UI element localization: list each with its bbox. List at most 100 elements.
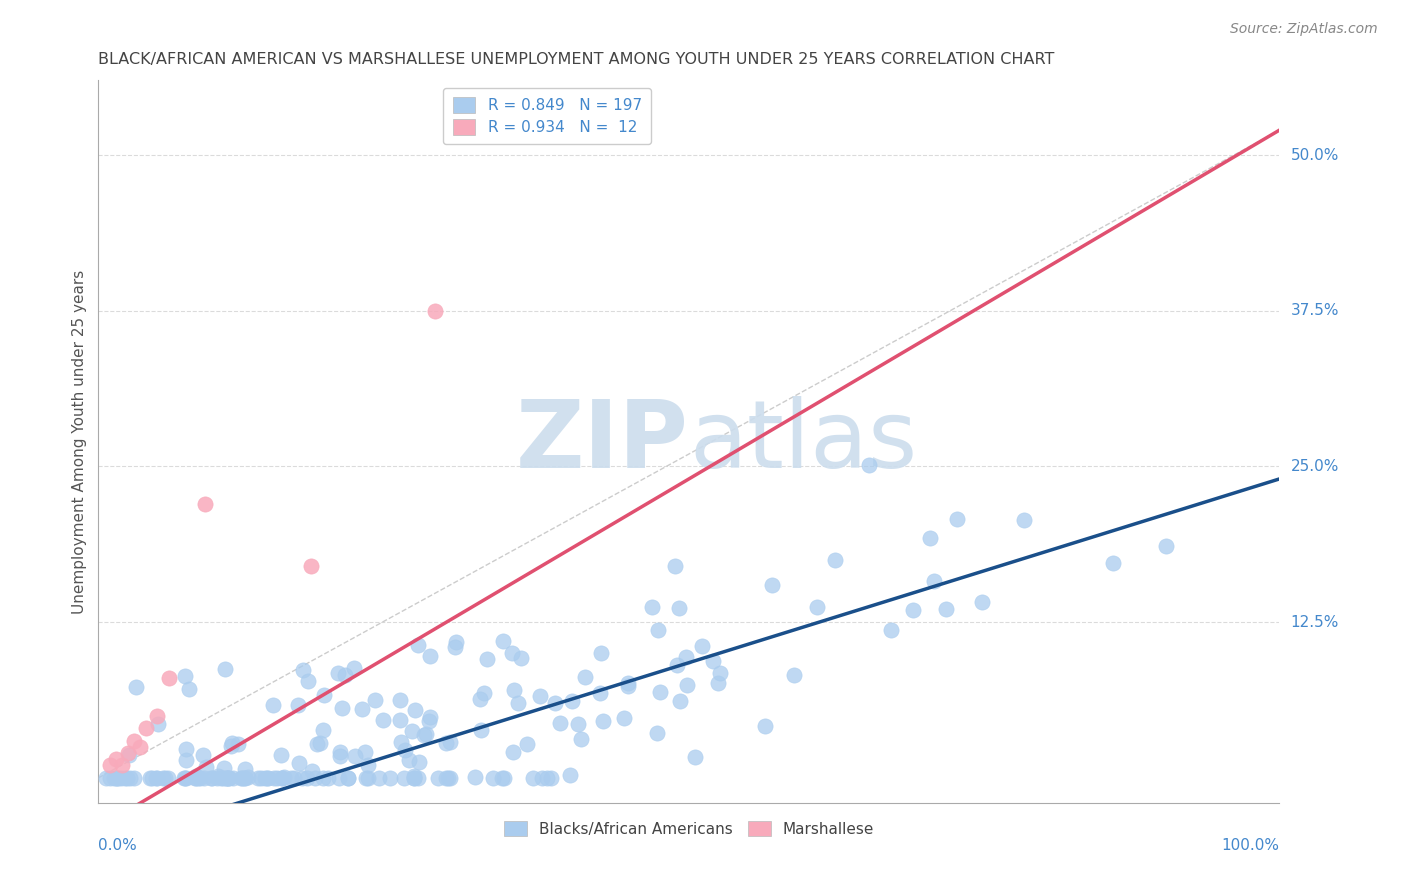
- Point: [312, 771, 335, 785]
- Point: [401, 724, 423, 739]
- Point: [193, 748, 215, 763]
- Point: [226, 737, 249, 751]
- Point: [105, 752, 128, 766]
- Point: [309, 736, 332, 750]
- Point: [806, 599, 828, 614]
- Point: [470, 723, 492, 738]
- Point: [389, 713, 412, 727]
- Point: [415, 727, 437, 741]
- Point: [558, 768, 581, 782]
- Point: [184, 770, 207, 784]
- Point: [364, 693, 387, 707]
- Point: [139, 771, 162, 785]
- Text: atlas: atlas: [689, 395, 917, 488]
- Point: [352, 702, 374, 716]
- Point: [110, 771, 132, 785]
- Point: [201, 771, 224, 785]
- Point: [491, 771, 513, 785]
- Point: [536, 771, 558, 785]
- Point: [233, 771, 256, 785]
- Point: [193, 771, 215, 785]
- Point: [648, 685, 671, 699]
- Point: [702, 654, 724, 668]
- Point: [337, 771, 360, 785]
- Point: [675, 678, 697, 692]
- Point: [218, 771, 240, 785]
- Point: [665, 658, 688, 673]
- Point: [394, 771, 416, 785]
- Point: [406, 638, 429, 652]
- Point: [280, 771, 302, 785]
- Point: [328, 771, 350, 785]
- Point: [103, 771, 125, 785]
- Point: [330, 701, 353, 715]
- Y-axis label: Unemployment Among Youth under 25 years: Unemployment Among Youth under 25 years: [72, 269, 87, 614]
- Point: [1154, 539, 1177, 553]
- Point: [122, 771, 145, 785]
- Point: [299, 559, 322, 574]
- Point: [413, 728, 436, 742]
- Point: [135, 721, 157, 735]
- Point: [439, 735, 461, 749]
- Point: [122, 733, 145, 747]
- Point: [114, 771, 136, 785]
- Point: [419, 649, 441, 664]
- Point: [215, 771, 238, 785]
- Point: [367, 771, 389, 785]
- Point: [174, 741, 197, 756]
- Text: BLACK/AFRICAN AMERICAN VS MARSHALLESE UNEMPLOYMENT AMONG YOUTH UNDER 25 YEARS CO: BLACK/AFRICAN AMERICAN VS MARSHALLESE UN…: [98, 52, 1054, 67]
- Point: [262, 698, 284, 713]
- Text: ZIP: ZIP: [516, 395, 689, 488]
- Point: [214, 662, 236, 676]
- Point: [94, 771, 117, 785]
- Point: [690, 639, 713, 653]
- Point: [406, 771, 429, 785]
- Point: [404, 703, 426, 717]
- Point: [592, 714, 614, 729]
- Point: [200, 771, 222, 785]
- Point: [263, 771, 285, 785]
- Text: 100.0%: 100.0%: [1222, 838, 1279, 853]
- Point: [475, 652, 498, 666]
- Point: [217, 771, 239, 785]
- Point: [153, 771, 176, 785]
- Point: [270, 747, 292, 762]
- Point: [157, 671, 180, 685]
- Point: [561, 694, 583, 708]
- Point: [337, 771, 360, 785]
- Point: [402, 771, 425, 785]
- Point: [389, 735, 412, 749]
- Point: [709, 666, 731, 681]
- Point: [288, 756, 311, 770]
- Point: [177, 682, 200, 697]
- Point: [468, 691, 491, 706]
- Point: [516, 737, 538, 751]
- Point: [250, 771, 273, 785]
- Point: [270, 771, 292, 785]
- Point: [256, 771, 278, 785]
- Point: [207, 769, 229, 783]
- Point: [647, 726, 669, 740]
- Point: [502, 682, 524, 697]
- Point: [145, 771, 167, 785]
- Point: [292, 663, 315, 677]
- Point: [434, 771, 457, 785]
- Point: [184, 771, 207, 785]
- Point: [173, 669, 195, 683]
- Point: [238, 770, 260, 784]
- Point: [354, 745, 377, 759]
- Point: [970, 595, 993, 609]
- Point: [754, 719, 776, 733]
- Point: [344, 748, 367, 763]
- Point: [918, 531, 941, 545]
- Point: [408, 756, 430, 770]
- Point: [107, 771, 129, 785]
- Text: 25.0%: 25.0%: [1291, 459, 1339, 474]
- Point: [316, 771, 339, 785]
- Point: [105, 771, 128, 785]
- Point: [117, 746, 139, 760]
- Point: [354, 771, 377, 785]
- Point: [761, 578, 783, 592]
- Point: [402, 769, 425, 783]
- Point: [266, 771, 288, 785]
